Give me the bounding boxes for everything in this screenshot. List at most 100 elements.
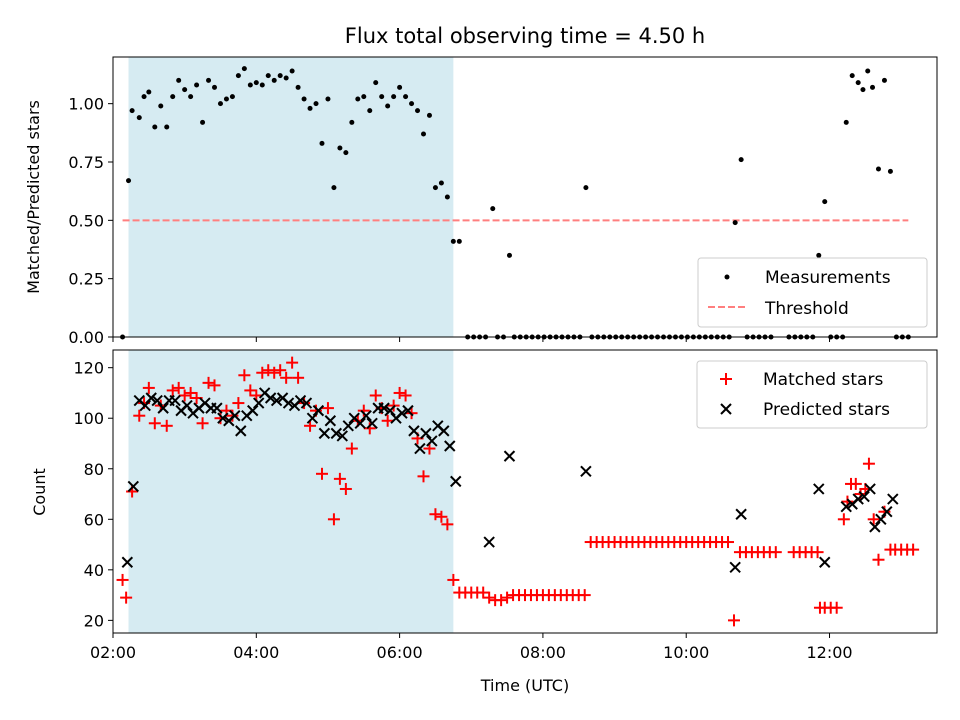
measurement-point: [247, 82, 253, 88]
top-panel: 0.00 0.25 0.50 0.75 1.00 Flux total observin…: [24, 24, 938, 347]
top-y-axis-label: Matched/Predicted stars: [24, 100, 43, 294]
measurement-point: [206, 77, 212, 83]
predicted-star-point: [121, 556, 134, 568]
measurement-point: [415, 108, 421, 114]
predicted-star-point: [145, 392, 157, 404]
measurement-point: [152, 124, 158, 130]
x-axis-label: Time (UTC): [480, 676, 569, 695]
measurement-point: [822, 199, 828, 205]
measurement-point: [229, 94, 235, 100]
predicted-star-point: [450, 475, 462, 488]
bottom-y-tick-label: 60: [84, 510, 104, 529]
predicted-star-point: [503, 450, 516, 462]
measurement-point: [432, 185, 438, 191]
measurement-point: [283, 75, 289, 81]
chart-title: Flux total observing time = 4.50 h: [345, 24, 705, 48]
matched-star-point: [315, 467, 328, 480]
measurement-point: [426, 112, 432, 118]
measurement-point: [865, 68, 871, 74]
predicted-star-point: [869, 521, 881, 533]
bottom-y-axis-label: Count: [30, 468, 49, 516]
predicted-star-point: [211, 402, 223, 414]
measurement-point: [367, 108, 373, 114]
predicted-star-point: [247, 404, 259, 417]
predicted-star-point: [127, 480, 140, 493]
matched-star-point: [435, 510, 448, 523]
measurement-point: [319, 140, 325, 146]
top-x-ticks: [112, 337, 831, 342]
bottom-marks: [116, 356, 920, 627]
measurement-point: [420, 131, 426, 137]
top-shaded-span: [128, 57, 454, 337]
top-legend: Measurements Threshold: [697, 257, 928, 328]
top-y-ticks: 0.00 0.25 0.50 0.75 1.00: [68, 95, 113, 347]
predicted-star-point: [318, 427, 331, 440]
measurement-point: [158, 103, 164, 109]
matched-star-point: [160, 419, 173, 432]
predicted-star-point: [408, 425, 420, 437]
matched-star-point: [811, 546, 824, 559]
matched-star-point: [862, 457, 875, 470]
bottom-y-tick-label: 100: [73, 409, 104, 428]
matched-star-point: [339, 482, 352, 495]
legend-predicted-marker: [720, 403, 732, 415]
predicted-star-point: [217, 412, 229, 424]
matched-star-point: [244, 384, 257, 397]
matched-star-point: [722, 536, 735, 549]
x-tick-label: 06:00: [377, 643, 423, 662]
top-y-tick-label: 1.00: [68, 95, 104, 114]
x-tick-label: 04:00: [233, 643, 279, 662]
matched-star-point: [321, 402, 334, 415]
matched-star-point: [387, 399, 400, 412]
predicted-star-point: [151, 394, 163, 407]
measurement-point: [313, 101, 319, 107]
predicted-star-point: [306, 412, 319, 424]
measurement-point: [295, 84, 301, 90]
matched-star-point: [184, 386, 197, 399]
measurement-point: [289, 68, 295, 74]
measurement-point: [490, 206, 496, 212]
matched-star-point: [214, 412, 227, 425]
matched-star-point: [867, 513, 880, 526]
predicted-star-point: [414, 442, 426, 455]
measurement-point: [337, 145, 343, 151]
measurement-point: [403, 94, 409, 100]
measurement-point: [860, 87, 866, 93]
measurement-point: [223, 96, 229, 102]
predicted-star-point: [270, 394, 283, 407]
matched-star-point: [133, 409, 146, 422]
matched-star-point: [172, 381, 185, 394]
matched-star-point: [268, 366, 281, 379]
measurement-point: [450, 238, 456, 244]
predicted-star-point: [330, 427, 343, 440]
matched-star-point: [232, 397, 245, 410]
predicted-star-point: [169, 394, 181, 407]
measurement-point: [253, 80, 259, 86]
measurement-point: [875, 166, 881, 172]
x-tick-label: 10:00: [663, 643, 709, 662]
bottom-y-tick-label: 40: [84, 561, 104, 580]
measurement-point: [265, 73, 271, 79]
measurement-point: [235, 73, 241, 79]
measurement-point: [200, 119, 206, 125]
measurement-point: [870, 84, 876, 90]
predicted-star-point: [396, 407, 408, 419]
matched-star-point: [483, 591, 496, 604]
measurement-point: [176, 77, 182, 83]
measurement-point: [126, 178, 132, 184]
legend-predicted-label: Predicted stars: [763, 400, 890, 420]
matched-star-point: [178, 389, 191, 402]
matched-star-point: [429, 508, 442, 521]
matched-star-point: [727, 614, 740, 627]
matched-star-point: [286, 356, 299, 369]
bottom-y-tick-label: 120: [73, 359, 104, 378]
predicted-star-point: [384, 404, 396, 417]
measurement-point: [881, 77, 887, 83]
matched-star-point: [369, 389, 382, 402]
legend-threshold-label: Threshold: [764, 299, 849, 319]
matched-star-point: [202, 376, 215, 389]
measurement-point: [164, 124, 170, 130]
bottom-y-tick-label: 20: [84, 611, 104, 630]
measurement-point: [271, 77, 277, 83]
predicted-star-point: [735, 508, 747, 520]
